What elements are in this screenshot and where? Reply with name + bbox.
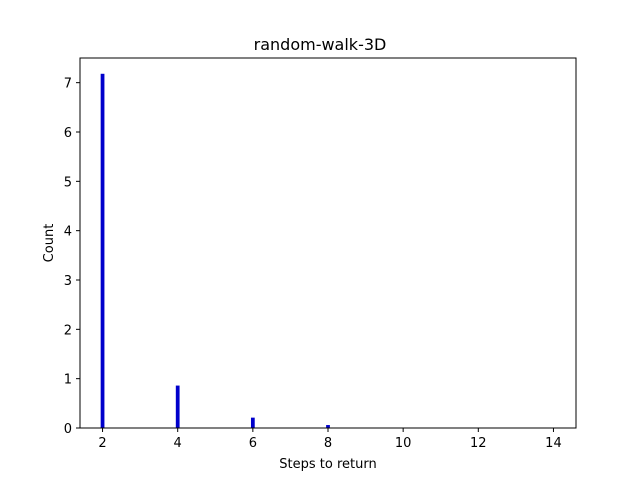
x-tick-label-8: 8 <box>324 436 332 451</box>
y-tick-label-0: 0 <box>64 422 72 437</box>
bars <box>100 73 330 428</box>
x-tick-label-12: 12 <box>470 436 487 451</box>
x-axis-label: Steps to return <box>279 457 376 472</box>
y-tick-label-1: 1 <box>64 373 72 388</box>
chart-title: random-walk-3D <box>254 35 387 54</box>
y-tick-label-6: 6 <box>64 126 72 141</box>
x-axis-ticks: 2 4 6 8 10 12 14 <box>98 428 562 451</box>
x-tick-label-4: 4 <box>174 436 182 451</box>
bar-4 <box>175 385 180 428</box>
bar-2 <box>100 73 105 428</box>
bar-8 <box>326 425 330 428</box>
y-tick-label-3: 3 <box>64 274 72 289</box>
y-tick-label-2: 2 <box>64 323 72 338</box>
x-tick-label-10: 10 <box>395 436 412 451</box>
y-tick-label-5: 5 <box>64 175 72 190</box>
y-tick-label-7: 7 <box>64 77 72 92</box>
x-tick-label-2: 2 <box>98 436 106 451</box>
y-axis-label: Count <box>42 224 57 263</box>
x-tick-label-14: 14 <box>545 436 562 451</box>
bar-6 <box>250 417 255 428</box>
plot-area-frame <box>79 57 577 429</box>
y-axis-ticks: 0 1 2 3 4 5 6 7 <box>64 77 80 437</box>
y-tick-label-4: 4 <box>64 225 72 240</box>
x-tick-label-6: 6 <box>249 436 257 451</box>
